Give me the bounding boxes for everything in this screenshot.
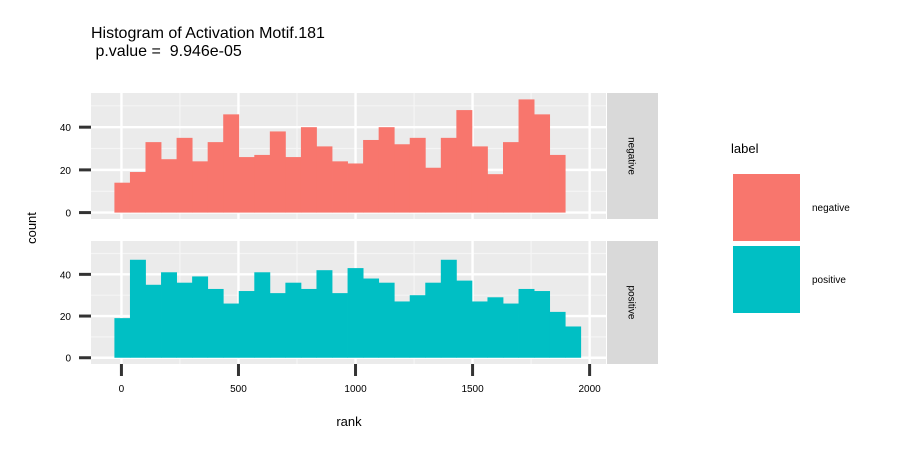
histogram-bar-negative-23 — [471, 146, 488, 213]
histogram-bar-positive-1 — [129, 259, 146, 358]
histogram-bar-negative-4 — [176, 137, 193, 213]
histogram-bar-negative-15 — [347, 163, 364, 213]
legend-key-positive — [733, 246, 800, 313]
histogram-bar-negative-6 — [207, 142, 224, 213]
histogram-bar-negative-3 — [161, 159, 177, 213]
histogram-bar-positive-7 — [223, 303, 240, 358]
histogram-bar-negative-9 — [254, 154, 271, 213]
histogram-bar-negative-14 — [332, 161, 348, 213]
histogram-bar-positive-26 — [518, 288, 535, 358]
histogram-bar-positive-16 — [363, 278, 380, 358]
histogram-bar-negative-2 — [145, 142, 162, 213]
histogram-bar-negative-16 — [363, 139, 380, 213]
histogram-bar-positive-19 — [409, 295, 426, 358]
histogram-bar-positive-15 — [347, 268, 364, 358]
histogram-bar-negative-20 — [425, 167, 442, 213]
histogram-bar-negative-17 — [378, 127, 395, 213]
histogram-bar-positive-3 — [161, 272, 177, 358]
histogram-bar-positive-0 — [114, 318, 131, 358]
histogram-bar-negative-19 — [409, 137, 426, 213]
x-tick-label: 2000 — [578, 384, 601, 395]
histogram-bar-positive-2 — [145, 284, 162, 358]
facet-strip-label: negative — [626, 137, 637, 175]
histogram-bar-negative-26 — [518, 99, 535, 213]
histogram-bar-negative-25 — [503, 142, 519, 213]
histogram-bar-positive-28 — [549, 311, 566, 358]
facet-strip-positive — [607, 241, 658, 364]
y-tick-label: 40 — [60, 123, 72, 134]
y-tick-label: 40 — [60, 270, 72, 281]
histogram-bar-positive-27 — [534, 291, 551, 358]
legend: label negative positive — [731, 141, 850, 313]
histogram-bar-positive-4 — [176, 282, 193, 358]
histogram-bar-negative-22 — [456, 110, 473, 213]
x-tick-label: 0 — [119, 384, 125, 395]
x-tick-label: 1000 — [344, 384, 367, 395]
histogram-bar-negative-7 — [223, 114, 240, 213]
histogram-bar-positive-13 — [316, 270, 333, 358]
histogram-bar-negative-13 — [316, 146, 333, 213]
x-tick-label: 1500 — [461, 384, 484, 395]
legend-label-negative: negative — [812, 203, 850, 214]
y-tick-label: 0 — [65, 354, 71, 365]
histogram-bar-negative-1 — [129, 172, 146, 213]
histogram-bar-negative-8 — [238, 157, 255, 213]
histogram-bar-negative-27 — [534, 114, 551, 213]
histogram-bar-positive-9 — [254, 272, 271, 358]
histogram-bar-positive-18 — [394, 301, 411, 358]
facet-strip-label: positive — [626, 286, 637, 320]
histogram-bar-positive-25 — [503, 303, 519, 358]
histogram-bar-positive-14 — [332, 293, 348, 358]
facet-strip-negative — [607, 93, 658, 219]
histogram-bar-positive-10 — [269, 293, 286, 358]
y-tick-label: 20 — [60, 312, 72, 323]
legend-key-negative — [733, 174, 800, 241]
histogram-bar-negative-21 — [440, 137, 457, 213]
histogram-bar-negative-10 — [269, 131, 286, 213]
histogram-bar-positive-21 — [440, 259, 457, 358]
histogram-bar-negative-18 — [394, 144, 411, 213]
histogram-bar-positive-6 — [207, 288, 224, 358]
histogram-bar-positive-5 — [192, 276, 209, 358]
x-axis-label: rank — [336, 414, 362, 429]
y-tick-label: 20 — [60, 166, 72, 177]
chart-title: Histogram of Activation Motif.181 — [91, 25, 325, 42]
chart-subtitle: p.value = 9.946e-05 — [91, 43, 242, 60]
x-tick-label: 500 — [230, 384, 247, 395]
histogram-bar-positive-22 — [456, 280, 473, 358]
histogram-bar-positive-23 — [471, 301, 488, 358]
histogram-bar-negative-12 — [300, 127, 317, 213]
y-axis-label: count — [24, 212, 39, 244]
histogram-bar-positive-24 — [487, 297, 504, 358]
legend-label-positive: positive — [812, 275, 846, 286]
histogram-bar-positive-29 — [565, 326, 582, 358]
histogram-bar-negative-0 — [114, 182, 131, 213]
histogram-bar-negative-5 — [192, 161, 209, 213]
histogram-bar-negative-28 — [549, 154, 566, 213]
facet-panels: 0 20 40 negative 0 20 40 positive 0 500 1000 1500 20… — [60, 93, 658, 395]
histogram-bar-positive-11 — [285, 282, 302, 358]
y-tick-label: 0 — [65, 209, 71, 220]
histogram-bar-negative-11 — [285, 157, 302, 213]
legend-title: label — [731, 141, 759, 156]
histogram-bar-positive-17 — [378, 282, 395, 358]
histogram-bar-positive-20 — [425, 282, 442, 358]
histogram-bar-positive-8 — [238, 291, 255, 358]
histogram-bar-negative-24 — [487, 174, 504, 213]
histogram-bar-positive-12 — [300, 288, 317, 358]
